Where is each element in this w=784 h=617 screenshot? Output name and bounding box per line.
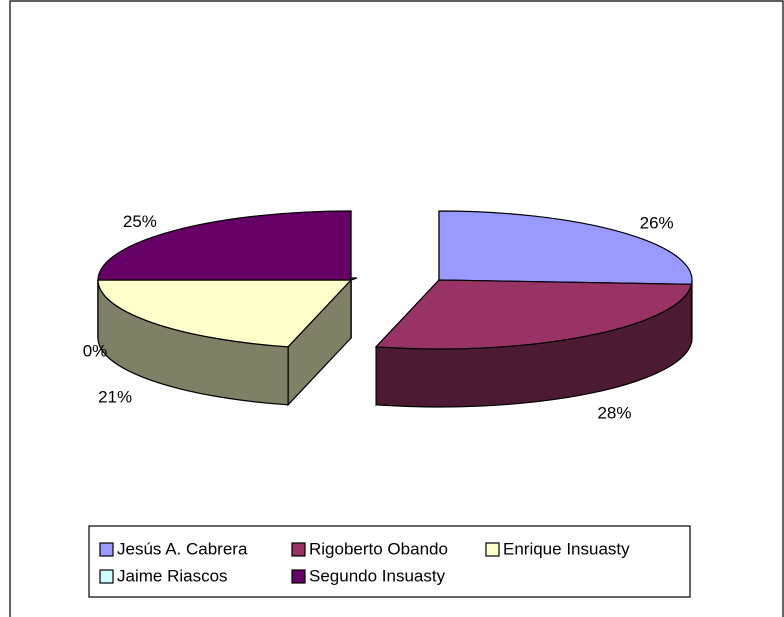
legend-label: Jesús A. Cabrera bbox=[117, 539, 248, 558]
pie-slices bbox=[97, 210, 693, 408]
legend-item-enrique-insuasty: Enrique Insuasty bbox=[485, 539, 630, 558]
legend: Jesús A. Cabrera Rigoberto Obando Enrique … bbox=[88, 525, 691, 598]
legend-label: Rigoberto Obando bbox=[309, 539, 448, 558]
legend-label: Jaime Riascos bbox=[117, 566, 228, 585]
legend-swatch bbox=[291, 542, 306, 557]
legend-swatch bbox=[99, 569, 114, 584]
data-labels: 26% 28% 21% 0% 25% bbox=[83, 212, 674, 422]
slice-enrique-insuasty-top bbox=[97, 279, 353, 348]
chart-frame bbox=[9, 0, 784, 617]
legend-item-jesus-a-cabrera: Jesús A. Cabrera bbox=[99, 539, 248, 558]
legend-swatch bbox=[291, 569, 306, 584]
data-label-jaime-riascos: 0% bbox=[83, 341, 108, 360]
legend-label: Segundo Insuasty bbox=[309, 566, 446, 585]
legend-item-segundo-insuasty: Segundo Insuasty bbox=[291, 566, 446, 585]
legend-label: Enrique Insuasty bbox=[503, 539, 630, 558]
legend-swatch bbox=[99, 542, 114, 557]
data-label-jesus-a-cabrera: 26% bbox=[640, 214, 674, 233]
legend-box bbox=[88, 525, 691, 598]
data-label-segundo-insuasty: 25% bbox=[123, 212, 157, 231]
slice-rigoberto-obando-top bbox=[374, 279, 693, 350]
slice-segundo-insuasty-top bbox=[97, 210, 352, 281]
data-label-enrique-insuasty: 21% bbox=[98, 387, 132, 406]
slice-jesus-a-cabrera-top bbox=[438, 210, 693, 285]
legend-item-rigoberto-obando: Rigoberto Obando bbox=[291, 539, 448, 558]
legend-swatch bbox=[485, 542, 500, 557]
data-label-rigoberto-obando: 28% bbox=[597, 403, 631, 422]
legend-item-jaime-riascos: Jaime Riascos bbox=[99, 566, 228, 585]
